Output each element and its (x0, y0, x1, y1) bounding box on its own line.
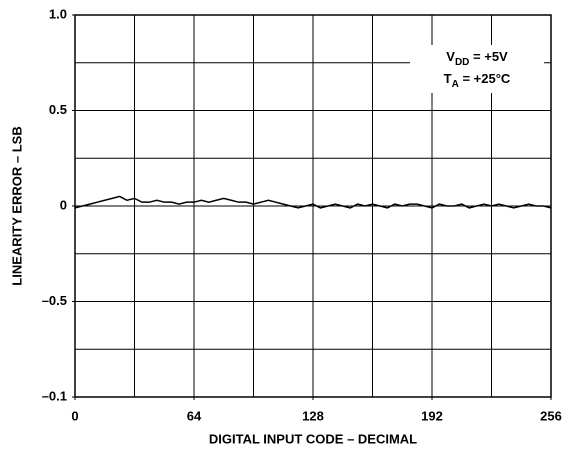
y-tick-label: –0.5 (42, 293, 67, 308)
annotation: TA = +25°C (444, 71, 511, 89)
x-tick-label: 192 (421, 408, 443, 423)
x-tick-label: 128 (302, 408, 324, 423)
x-tick-label: 256 (540, 408, 562, 423)
annotation: VDD = +5V (446, 49, 508, 67)
annotation-main: V (446, 49, 455, 64)
annotation-rest: = +25°C (459, 71, 511, 86)
annotation-sub: DD (455, 57, 469, 68)
y-tick-label: 1.0 (49, 6, 67, 21)
y-tick-label: 0 (60, 197, 67, 212)
annotation-background (410, 45, 544, 93)
y-tick-label: –0.1 (42, 388, 67, 403)
annotation-sub: A (452, 79, 459, 90)
y-tick-label: 0.5 (49, 102, 67, 117)
annotation-main: T (444, 71, 452, 86)
annotation-rest: = +5V (469, 49, 508, 64)
x-axis-label: DIGITAL INPUT CODE – DECIMAL (209, 431, 417, 446)
data-line (74, 195, 552, 209)
y-axis-label: LINEARITY ERROR – LSB (9, 126, 24, 285)
x-tick-label: 0 (71, 408, 78, 423)
x-tick-label: 64 (187, 408, 202, 423)
